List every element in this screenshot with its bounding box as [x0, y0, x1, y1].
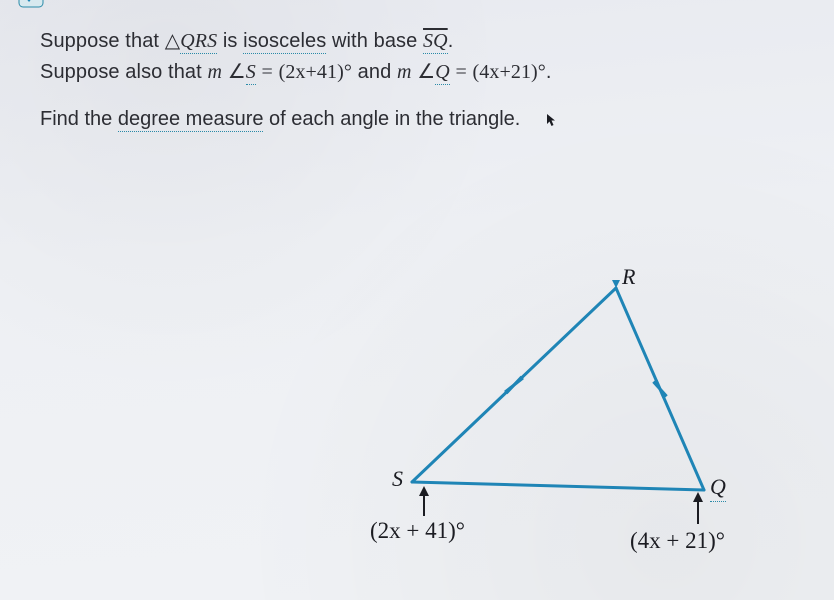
prompt-line: Find the degree measure of each angle in…: [40, 108, 804, 131]
equals-1: =: [262, 61, 273, 83]
angle-symbol-2: ∠: [417, 61, 435, 83]
text-with-base: with base: [326, 30, 423, 52]
angle-q-label: Q: [435, 61, 450, 85]
angle-s-expression: (2x + 41)°: [370, 518, 465, 544]
text-suppose-that: Suppose that: [40, 30, 165, 52]
m-1: m: [207, 61, 222, 83]
period-2: .: [546, 61, 552, 83]
problem-line-2: Suppose also that m ∠S = (2x+41)° and m …: [40, 57, 804, 88]
cursor-icon: [546, 110, 556, 124]
problem-content: Suppose that △QRS is isosceles with base…: [0, 0, 834, 141]
triangle-svg: [300, 260, 760, 560]
text-suppose-also: Suppose also that: [40, 61, 207, 83]
expr-s: (2x+41)°: [279, 61, 352, 83]
m-2: m: [397, 61, 412, 83]
word-isosceles: isosceles: [243, 30, 326, 54]
vertex-s-label: S: [392, 466, 403, 492]
text-is: is: [217, 30, 243, 52]
vertex-q-label: Q: [710, 474, 726, 502]
triangle-name: QRS: [180, 30, 217, 54]
problem-line-1: Suppose that △QRS is isosceles with base…: [40, 26, 804, 57]
segment-sq: SQ: [423, 30, 448, 54]
equals-2: =: [455, 61, 466, 83]
triangle-figure: R S Q (2x + 41)° (4x + 21)°: [300, 260, 760, 580]
period-1: .: [448, 30, 454, 52]
text-of-each-angle: of each angle in the triangle.: [263, 108, 520, 130]
expr-q: (4x+21)°: [473, 61, 546, 83]
degree-measure: degree measure: [118, 108, 264, 132]
angle-q-expression: (4x + 21)°: [630, 528, 725, 554]
vertex-r-label: R: [622, 264, 635, 290]
angle-symbol-1: ∠: [228, 61, 246, 83]
angle-s-label: S: [246, 61, 256, 85]
text-and: and: [352, 61, 397, 83]
text-find-the: Find the: [40, 108, 118, 130]
triangle-symbol: △: [165, 30, 180, 52]
